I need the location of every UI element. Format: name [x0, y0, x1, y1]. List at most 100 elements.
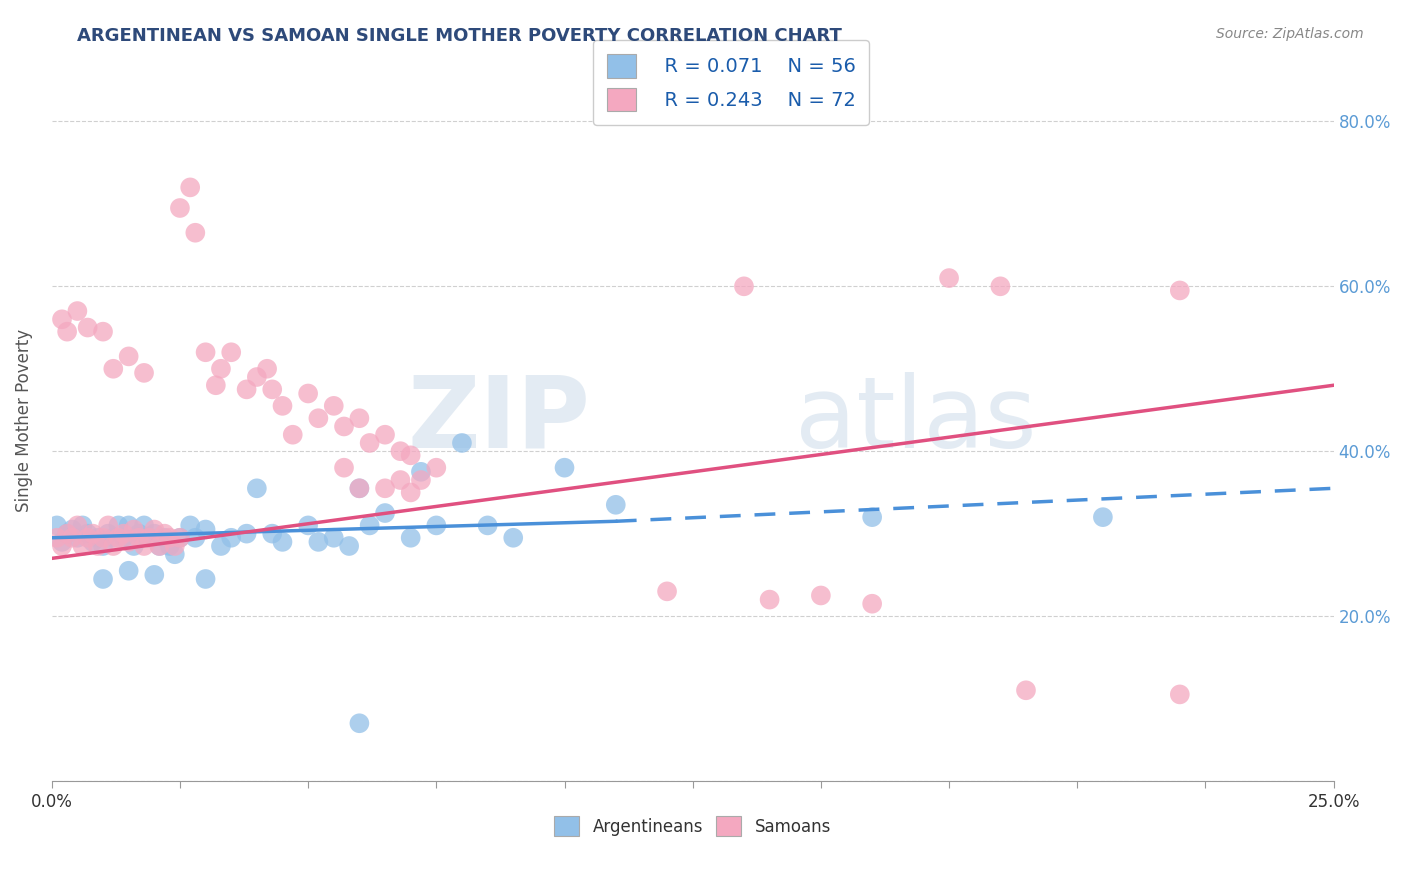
- Legend: Argentineans, Samoans: Argentineans, Samoans: [546, 808, 839, 845]
- Point: [66, 531, 89, 545]
- Point: [87, 531, 110, 545]
- Point: [132, 366, 155, 380]
- Point: [235, 383, 257, 397]
- Point: [118, 518, 141, 533]
- Point: [107, 531, 129, 545]
- Point: [128, 526, 150, 541]
- Point: [271, 534, 294, 549]
- Point: [132, 539, 155, 553]
- Point: [246, 370, 269, 384]
- Point: [184, 531, 207, 545]
- Point: [194, 523, 217, 537]
- Point: [425, 460, 447, 475]
- Point: [128, 531, 150, 545]
- Point: [409, 473, 432, 487]
- Point: [409, 465, 432, 479]
- Point: [148, 539, 170, 553]
- Point: [169, 201, 191, 215]
- Point: [1168, 687, 1191, 701]
- Point: [399, 448, 422, 462]
- Point: [246, 481, 269, 495]
- Point: [56, 526, 79, 541]
- Point: [60, 523, 83, 537]
- Point: [159, 531, 181, 545]
- Point: [477, 518, 499, 533]
- Point: [349, 481, 371, 495]
- Point: [45, 518, 67, 533]
- Point: [219, 345, 242, 359]
- Point: [97, 518, 120, 533]
- Point: [1091, 510, 1114, 524]
- Point: [235, 526, 257, 541]
- Point: [148, 539, 170, 553]
- Point: [307, 411, 329, 425]
- Point: [502, 531, 524, 545]
- Point: [333, 419, 356, 434]
- Point: [107, 518, 129, 533]
- Point: [655, 584, 678, 599]
- Point: [66, 304, 89, 318]
- Point: [860, 510, 883, 524]
- Point: [76, 531, 98, 545]
- Point: [988, 279, 1011, 293]
- Point: [1015, 683, 1038, 698]
- Point: [138, 531, 160, 545]
- Point: [97, 526, 120, 541]
- Point: [143, 567, 166, 582]
- Point: [103, 531, 125, 545]
- Point: [209, 539, 232, 553]
- Point: [103, 361, 125, 376]
- Point: [374, 481, 396, 495]
- Point: [143, 526, 166, 541]
- Point: [281, 427, 304, 442]
- Point: [118, 564, 141, 578]
- Point: [194, 345, 217, 359]
- Point: [87, 539, 110, 553]
- Point: [322, 399, 344, 413]
- Point: [51, 312, 73, 326]
- Point: [112, 526, 135, 541]
- Point: [91, 325, 114, 339]
- Point: [91, 539, 114, 553]
- Point: [262, 526, 284, 541]
- Point: [389, 473, 412, 487]
- Point: [307, 534, 329, 549]
- Point: [76, 526, 98, 541]
- Point: [205, 378, 228, 392]
- Text: Source: ZipAtlas.com: Source: ZipAtlas.com: [1216, 27, 1364, 41]
- Point: [399, 531, 422, 545]
- Point: [163, 547, 186, 561]
- Point: [451, 436, 474, 450]
- Point: [118, 350, 141, 364]
- Point: [103, 539, 125, 553]
- Point: [72, 539, 94, 553]
- Point: [194, 572, 217, 586]
- Point: [938, 271, 960, 285]
- Point: [122, 539, 145, 553]
- Point: [45, 531, 67, 545]
- Point: [389, 444, 412, 458]
- Point: [349, 411, 371, 425]
- Point: [91, 572, 114, 586]
- Point: [256, 361, 278, 376]
- Point: [143, 523, 166, 537]
- Point: [359, 518, 381, 533]
- Point: [399, 485, 422, 500]
- Point: [76, 320, 98, 334]
- Point: [860, 597, 883, 611]
- Point: [132, 518, 155, 533]
- Point: [219, 531, 242, 545]
- Point: [82, 534, 104, 549]
- Point: [51, 534, 73, 549]
- Point: [72, 518, 94, 533]
- Point: [758, 592, 780, 607]
- Point: [184, 226, 207, 240]
- Point: [153, 531, 176, 545]
- Point: [60, 531, 83, 545]
- Point: [262, 383, 284, 397]
- Point: [605, 498, 627, 512]
- Point: [297, 386, 319, 401]
- Point: [56, 526, 79, 541]
- Text: ARGENTINEAN VS SAMOAN SINGLE MOTHER POVERTY CORRELATION CHART: ARGENTINEAN VS SAMOAN SINGLE MOTHER POVE…: [77, 27, 842, 45]
- Point: [122, 523, 145, 537]
